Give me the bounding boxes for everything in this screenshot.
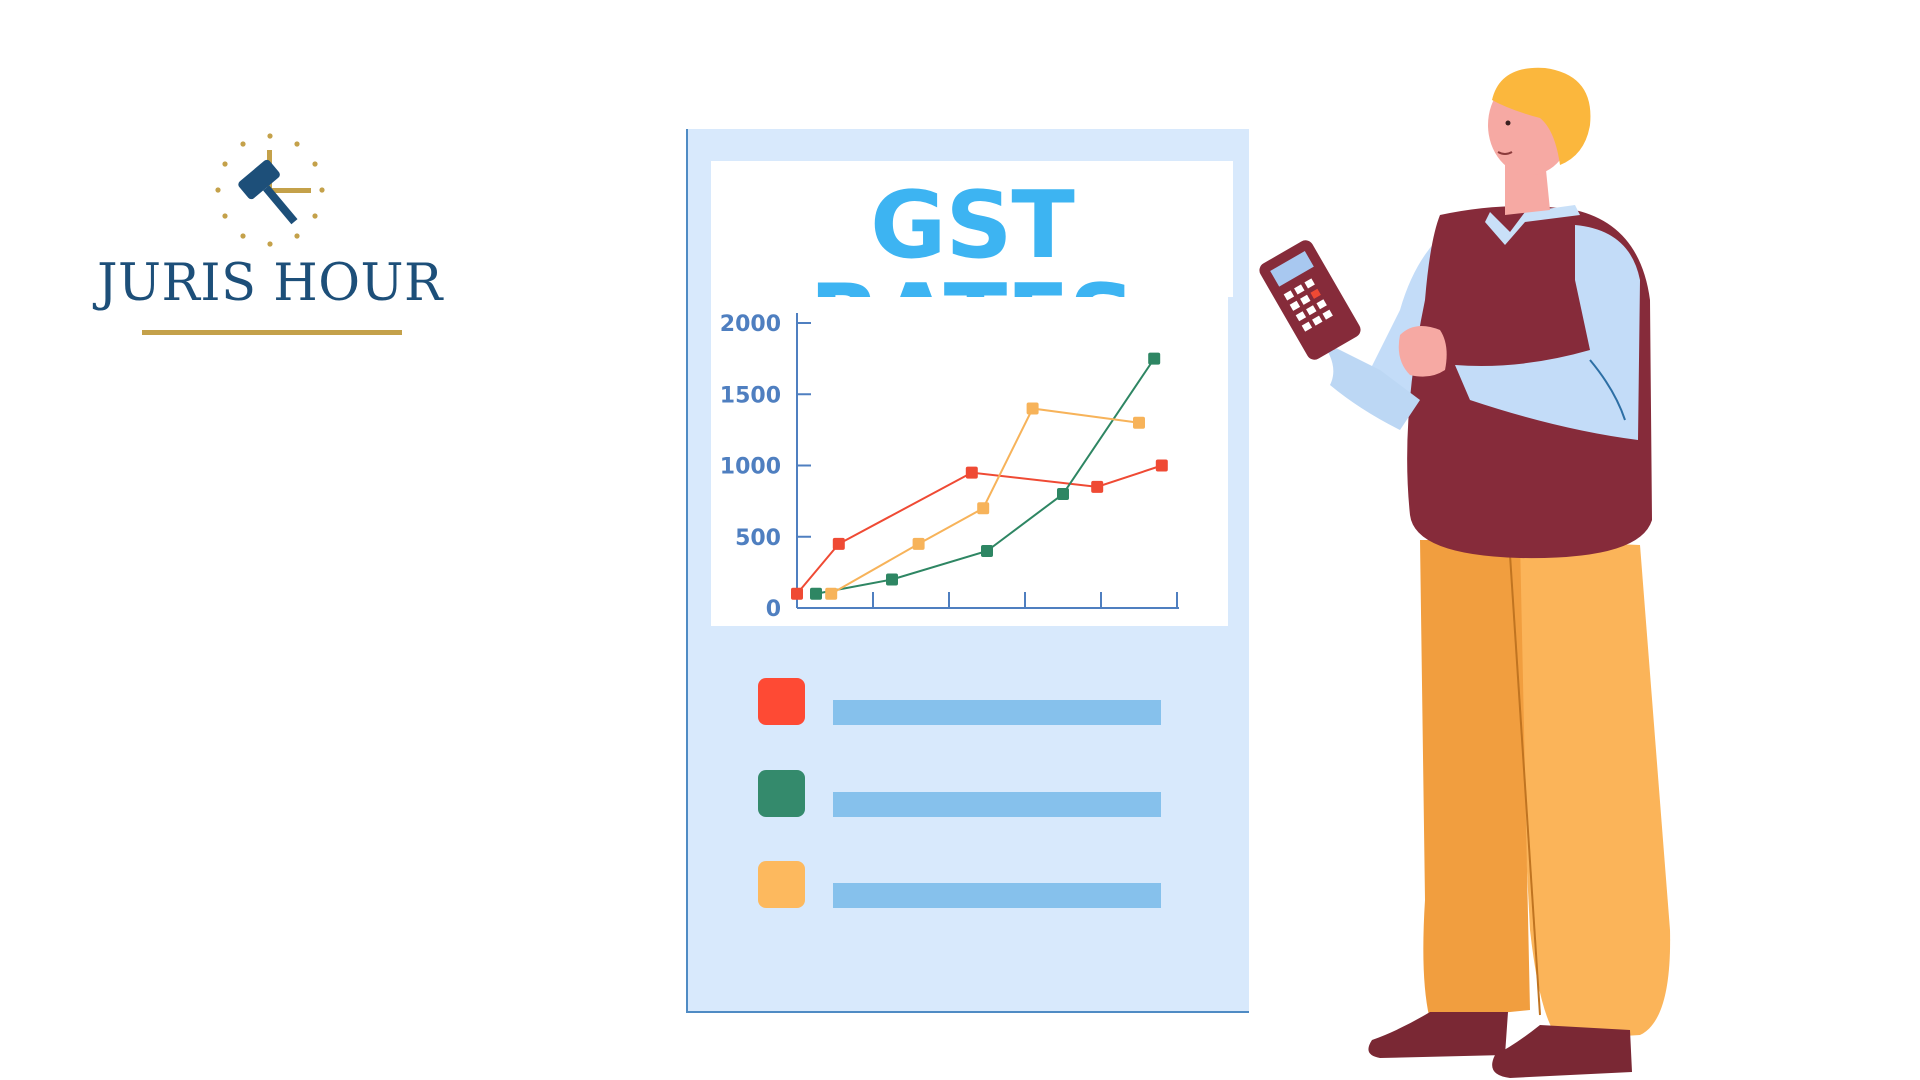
legend-bar xyxy=(833,883,1161,908)
legend-swatch-red xyxy=(758,678,805,725)
data-point xyxy=(965,466,978,479)
data-point xyxy=(1148,352,1161,365)
data-point xyxy=(1057,488,1069,500)
data-point xyxy=(791,587,803,600)
y-tick-label: 1000 xyxy=(720,455,781,480)
data-point xyxy=(912,537,925,550)
data-point xyxy=(1091,480,1104,493)
legend-swatch-orange xyxy=(758,861,805,908)
line-chart: 0 500 1000 1500 2000 xyxy=(711,297,1228,626)
logo-text: JURIS HOUR xyxy=(97,254,443,313)
logo: JURIS HOUR xyxy=(90,130,450,350)
gavel-clock-icon xyxy=(215,133,325,247)
y-tick-label: 2000 xyxy=(720,312,781,337)
legend-item-green xyxy=(758,770,1161,818)
data-point xyxy=(832,537,845,550)
legend-item-red xyxy=(758,678,1161,726)
y-tick-label: 500 xyxy=(735,526,781,551)
y-tick-label: 0 xyxy=(766,597,781,622)
data-point xyxy=(977,502,990,515)
data-point xyxy=(886,573,898,586)
logo-underline xyxy=(142,330,402,335)
data-point xyxy=(825,587,838,600)
legend-bar xyxy=(833,792,1161,817)
data-point xyxy=(1133,416,1145,429)
chart-svg: 0 500 1000 1500 2000 xyxy=(720,312,1179,622)
data-point xyxy=(981,545,993,557)
legend-swatch-green xyxy=(758,770,805,817)
data-point xyxy=(810,587,822,600)
data-point xyxy=(1026,402,1039,415)
legend-item-orange xyxy=(758,861,1161,909)
data-point xyxy=(1155,459,1168,472)
calculator-icon xyxy=(1259,240,1361,360)
y-tick-label: 1500 xyxy=(720,383,781,408)
legend-bar xyxy=(833,700,1161,725)
